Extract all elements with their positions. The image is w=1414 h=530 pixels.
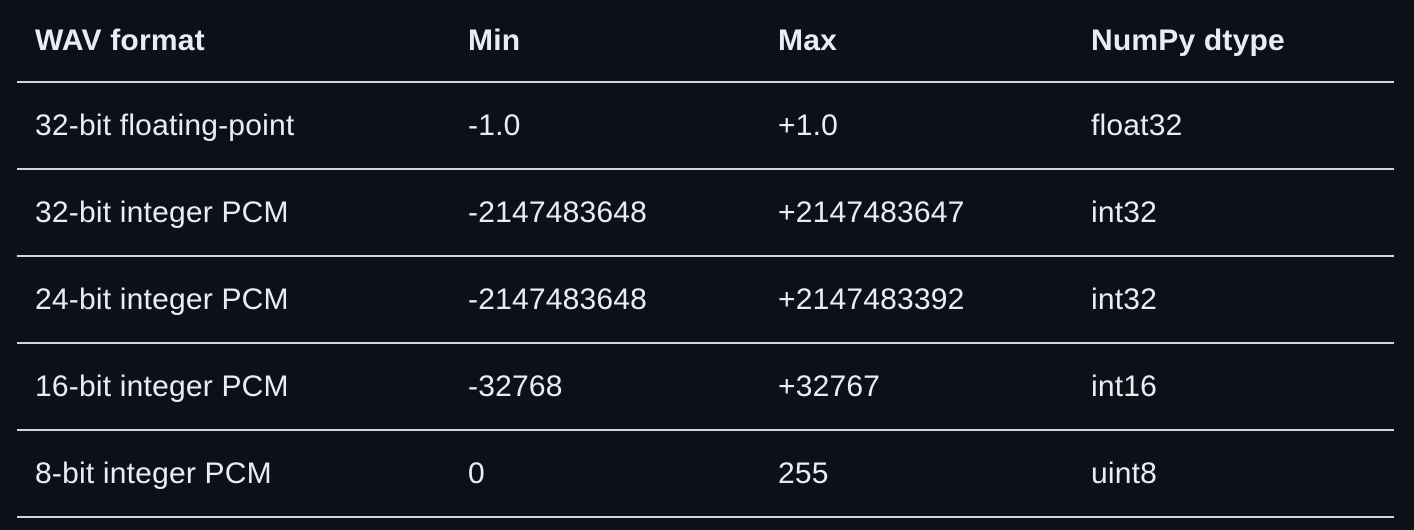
cell-max: +1.0 [760, 82, 1073, 170]
cell-min: -2147483648 [450, 169, 760, 257]
header-max: Max [760, 0, 1073, 83]
cell-numpy-dtype: int32 [1073, 169, 1394, 257]
table-row: 24-bit integer PCM -2147483648 +21474833… [17, 256, 1394, 344]
cell-wav-format: 32-bit floating-point [17, 82, 450, 170]
cell-wav-format: 16-bit integer PCM [17, 343, 450, 431]
cell-numpy-dtype: float32 [1073, 82, 1394, 170]
header-wav-format: WAV format [17, 0, 450, 83]
table-header: WAV format Min Max NumPy dtype [17, 0, 1394, 83]
cell-min: -2147483648 [450, 256, 760, 344]
cell-wav-format: 32-bit integer PCM [17, 169, 450, 257]
cell-numpy-dtype: int32 [1073, 256, 1394, 344]
cell-min: -32768 [450, 343, 760, 431]
cell-min: 0 [450, 430, 760, 518]
table-row: 16-bit integer PCM -32768 +32767 int16 [17, 343, 1394, 431]
cell-wav-format: 8-bit integer PCM [17, 430, 450, 518]
table-row: 8-bit integer PCM 0 255 uint8 [17, 430, 1394, 518]
cell-wav-format: 24-bit integer PCM [17, 256, 450, 344]
table-body: 32-bit floating-point -1.0 +1.0 float32 … [17, 82, 1394, 518]
header-numpy-dtype: NumPy dtype [1073, 0, 1394, 83]
cell-min: -1.0 [450, 82, 760, 170]
wav-format-table: WAV format Min Max NumPy dtype 32-bit fl… [17, 0, 1394, 518]
header-row: WAV format Min Max NumPy dtype [17, 0, 1394, 83]
cell-numpy-dtype: int16 [1073, 343, 1394, 431]
cell-max: +32767 [760, 343, 1073, 431]
cell-numpy-dtype: uint8 [1073, 430, 1394, 518]
header-min: Min [450, 0, 760, 83]
table-row: 32-bit integer PCM -2147483648 +21474836… [17, 169, 1394, 257]
cell-max: +2147483392 [760, 256, 1073, 344]
cell-max: 255 [760, 430, 1073, 518]
table-row: 32-bit floating-point -1.0 +1.0 float32 [17, 82, 1394, 170]
cell-max: +2147483647 [760, 169, 1073, 257]
